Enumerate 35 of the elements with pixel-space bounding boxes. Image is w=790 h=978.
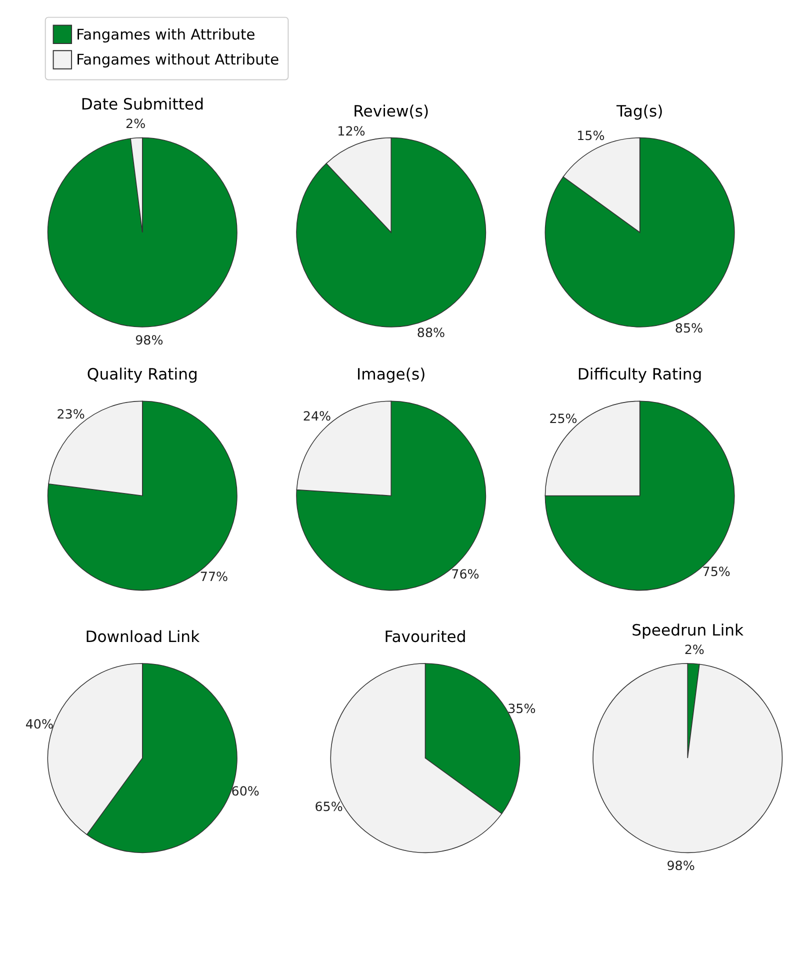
chart-title: Download Link [85,628,200,646]
data-label: 75% [702,564,730,580]
data-label: 2% [684,642,704,657]
chart-title: Difficulty Rating [577,366,702,384]
data-label: 77% [200,568,228,584]
chart-title: Image(s) [356,366,426,384]
chart-title: Speedrun Link [632,621,744,640]
chart-title: Tag(s) [615,102,664,120]
chart-title: Quality Rating [86,366,198,384]
pie-slice [47,400,238,591]
legend-label: Fangames with Attribute [76,26,256,44]
chart-title: Review(s) [353,102,430,120]
pie-slice [296,400,486,591]
data-label: 65% [314,799,343,814]
pie-slice [47,137,238,328]
data-label: 23% [56,406,85,422]
data-label: 12% [337,124,366,139]
data-label: 25% [549,411,578,426]
data-label: 2% [126,116,146,132]
legend-label: Fangames without Attribute [76,52,280,69]
pie-slice [296,137,486,328]
data-label: 98% [135,332,164,348]
data-label: 40% [25,716,54,732]
data-label: 15% [576,128,605,143]
data-label: 88% [416,324,446,340]
data-label: 24% [302,408,332,424]
pie-slice [544,400,735,591]
data-label: 76% [451,566,480,582]
data-label: 60% [231,783,260,798]
data-label: 98% [666,858,695,874]
chart-title: Favourited [384,628,466,646]
text: Date Submitted [80,96,204,114]
data-label: 35% [508,700,536,716]
data-label: 85% [674,320,704,336]
pie-slice [592,663,783,853]
